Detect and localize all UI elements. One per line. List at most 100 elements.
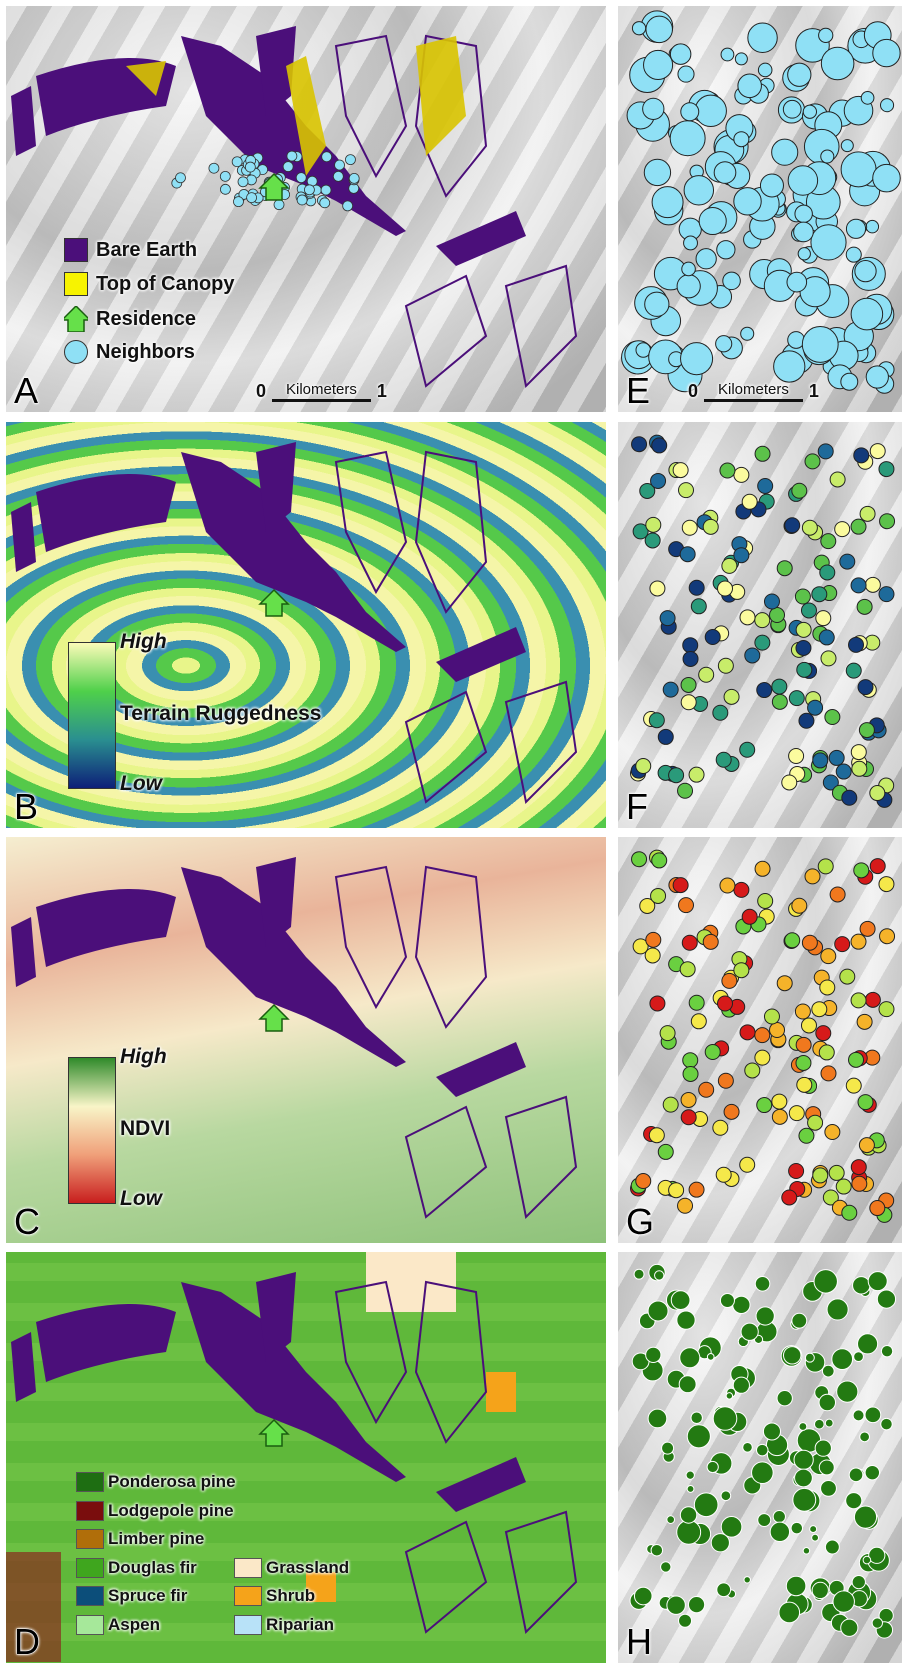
site-dot	[857, 599, 872, 614]
legend-item: Shrub	[234, 1586, 315, 1606]
legend-swatch	[76, 1586, 104, 1606]
site-dot	[682, 935, 697, 950]
site-dot	[756, 1307, 774, 1325]
site-dot	[860, 1432, 870, 1442]
site-dot	[879, 462, 894, 477]
site-dot	[869, 1547, 885, 1563]
site-dot	[743, 1443, 753, 1453]
panel-c: High NDVI Low C	[6, 837, 606, 1243]
site-dot	[694, 1493, 718, 1517]
dot-layer	[618, 1252, 902, 1663]
site-dot	[849, 637, 864, 652]
site-dot	[865, 1465, 879, 1479]
site-dot	[821, 1480, 837, 1496]
site-dot	[798, 248, 810, 260]
site-dot	[881, 99, 894, 112]
site-dot	[720, 463, 735, 478]
site-dot	[858, 1095, 873, 1110]
site-dot	[703, 519, 718, 534]
site-dot	[785, 933, 800, 948]
panel-letter: D	[14, 1621, 40, 1663]
site-dot	[881, 1418, 893, 1430]
legend-label: Residence	[96, 308, 196, 331]
site-dot	[636, 1174, 651, 1189]
site-dot	[684, 236, 698, 250]
site-dot	[763, 1423, 780, 1440]
site-dot	[812, 1582, 828, 1598]
site-dot	[880, 929, 895, 944]
site-dot	[782, 1190, 797, 1205]
neighbor-dot	[175, 173, 185, 183]
site-dot	[755, 1028, 770, 1043]
site-dot	[699, 1082, 714, 1097]
site-dot	[870, 444, 885, 459]
site-dot	[678, 66, 694, 82]
site-dot	[682, 262, 696, 276]
site-dot	[820, 980, 835, 995]
site-dot	[846, 663, 861, 678]
site-dot	[687, 1486, 694, 1493]
site-dot	[722, 973, 737, 988]
site-dot	[846, 1493, 862, 1509]
site-dot	[716, 1167, 731, 1182]
site-dot	[680, 962, 695, 977]
site-dot	[741, 327, 754, 340]
site-dot	[774, 351, 805, 382]
site-dot	[683, 651, 698, 666]
site-dot	[789, 1163, 804, 1178]
site-dot	[740, 610, 755, 625]
ramp-low: Low	[120, 772, 162, 796]
site-dot	[849, 1052, 864, 1067]
site-dot	[733, 1377, 749, 1393]
panel-letter: E	[626, 370, 650, 412]
site-dot	[758, 1514, 771, 1527]
panel-h: H	[618, 1252, 902, 1663]
site-dot	[733, 1296, 750, 1313]
site-dot	[861, 91, 874, 104]
site-dot	[758, 893, 773, 908]
site-dot	[789, 691, 804, 706]
site-dot	[705, 1045, 720, 1060]
site-dot	[802, 327, 838, 363]
site-dot	[841, 1619, 858, 1636]
site-dot	[872, 1618, 882, 1628]
site-dot	[651, 473, 666, 488]
site-dot	[868, 1272, 887, 1291]
panel-g: G	[618, 837, 902, 1243]
site-dot	[650, 996, 665, 1011]
site-dot	[852, 1176, 867, 1191]
site-dot	[796, 1055, 811, 1070]
site-dot	[787, 272, 807, 292]
site-dot	[683, 638, 698, 653]
site-dot	[669, 1183, 684, 1198]
ramp-high: High	[120, 630, 167, 654]
site-dot	[870, 786, 885, 801]
site-dot	[854, 1352, 864, 1362]
site-dot	[777, 1391, 792, 1406]
site-dot	[796, 1037, 811, 1052]
site-dot	[748, 23, 777, 52]
site-dot	[742, 494, 757, 509]
site-dot	[855, 260, 876, 281]
site-dot	[821, 949, 836, 964]
site-dot	[677, 275, 700, 298]
site-dot	[658, 729, 673, 744]
site-dot	[841, 152, 876, 187]
site-dot	[758, 63, 772, 77]
site-dot	[716, 752, 731, 767]
site-dot	[851, 934, 866, 949]
site-dot	[811, 225, 846, 260]
site-dot	[854, 1506, 876, 1528]
panel-e: 0Kilometers1 E	[618, 6, 902, 412]
site-dot	[853, 1277, 870, 1294]
site-dot	[636, 759, 651, 774]
site-dot	[866, 220, 879, 233]
site-dot	[808, 700, 823, 715]
site-dot	[819, 630, 834, 645]
site-dot	[734, 132, 749, 147]
site-dot	[788, 63, 811, 86]
site-dot	[813, 753, 828, 768]
site-dot	[830, 472, 845, 487]
site-dot	[679, 483, 694, 498]
site-dot	[677, 1520, 701, 1544]
